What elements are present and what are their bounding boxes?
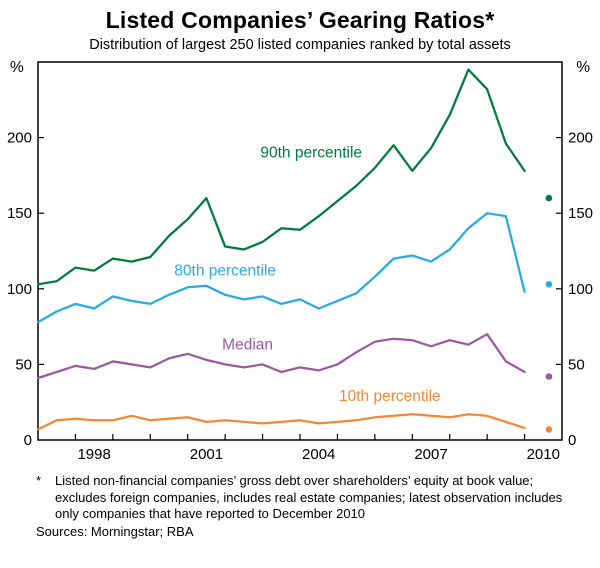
chart-title: Listed Companies’ Gearing Ratios* bbox=[105, 7, 495, 33]
footnote-text: Listed non-financial companies’ gross de… bbox=[55, 473, 563, 521]
plot-box bbox=[37, 61, 563, 441]
y-tick-label-left: 100 bbox=[7, 281, 32, 298]
series-label-80th-percentile: 80th percentile bbox=[174, 263, 276, 280]
y-tick-label-right: 200 bbox=[568, 130, 593, 147]
chart-page: Listed Companies’ Gearing Ratios* Distri… bbox=[0, 7, 600, 568]
series-line-80th-percentile bbox=[36, 212, 526, 324]
y-axis-unit-left: % bbox=[10, 59, 24, 76]
latest-observation-dot-90th-percentile bbox=[545, 194, 553, 202]
x-tick-label: 1998 bbox=[77, 446, 110, 463]
y-tick-label-left: 0 bbox=[24, 432, 32, 449]
y-tick-label-left: 200 bbox=[7, 130, 32, 147]
y-axis-unit-right: % bbox=[576, 59, 590, 76]
series-line-90th-percentile bbox=[36, 68, 526, 286]
y-tick-label-left: 50 bbox=[15, 356, 32, 373]
x-tick-label: 2001 bbox=[190, 446, 223, 463]
series-label-median: Median bbox=[222, 337, 273, 354]
series-label-90th-percentile: 90th percentile bbox=[260, 145, 362, 162]
series-line-median bbox=[36, 333, 526, 380]
x-tick-label: 2007 bbox=[414, 446, 447, 463]
y-tick-label-right: 0 bbox=[568, 432, 576, 449]
x-tick-label: 2010 bbox=[527, 446, 560, 463]
y-tick-label-right: 50 bbox=[568, 356, 585, 373]
y-tick-label-right: 150 bbox=[568, 205, 593, 222]
footnote-marker: * bbox=[36, 473, 42, 488]
chart-subtitle: Distribution of largest 250 listed compa… bbox=[89, 37, 511, 53]
series-line-10th-percentile bbox=[36, 413, 526, 431]
latest-observation-dot-median bbox=[545, 373, 553, 380]
latest-observation-dot-10th-percentile bbox=[545, 426, 553, 433]
footnote: * Listed non-financial companies’ gross … bbox=[0, 471, 600, 523]
x-tick-label: 2004 bbox=[302, 446, 335, 463]
series-label-10th-percentile: 10th percentile bbox=[339, 388, 441, 405]
y-tick-label-right: 100 bbox=[568, 281, 593, 298]
y-tick-label-left: 150 bbox=[7, 205, 32, 222]
gearing-ratios-line-chart: % % 0 0 50 50 100 100 150 150 200 200 1998 2001 2004 20… bbox=[7, 59, 593, 463]
latest-observation-dot-80th-percentile bbox=[545, 280, 553, 288]
sources-line: Sources: Morningstar; RBA bbox=[36, 523, 194, 539]
